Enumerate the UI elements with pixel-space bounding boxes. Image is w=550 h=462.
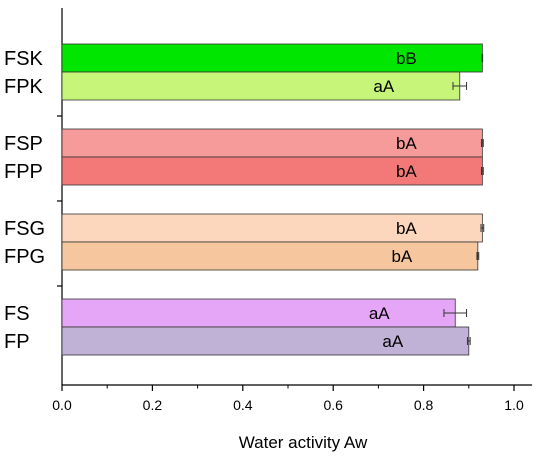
x-tick-label: 0.4 xyxy=(233,397,253,413)
data-label-fpp: bA xyxy=(396,162,417,181)
data-label-fs: aA xyxy=(369,304,390,323)
y-axis xyxy=(57,8,63,385)
data-label-fpg: bA xyxy=(391,247,412,266)
bar-fsg xyxy=(61,213,483,243)
error-bar-fp xyxy=(466,337,471,345)
data-label-fpk: aA xyxy=(373,77,394,96)
error-bar-fpg xyxy=(476,252,480,260)
bar-fpk xyxy=(61,71,461,101)
x-tick-label: 0.6 xyxy=(323,397,343,413)
x-tick-label: 1.0 xyxy=(504,397,524,413)
category-label-fpp: FPP xyxy=(4,161,43,183)
category-label-fsk: FSK xyxy=(4,48,44,70)
data-label-fp: aA xyxy=(382,332,403,351)
bar-fpp xyxy=(61,156,483,186)
error-bar-fsg xyxy=(480,224,485,232)
bar-fsk xyxy=(61,43,483,73)
category-label-fs: FS xyxy=(4,303,30,325)
x-tick-label: 0.0 xyxy=(52,397,72,413)
x-tick-label: 0.2 xyxy=(143,397,163,413)
category-label-fpg: FPG xyxy=(4,246,45,268)
category-label-fsp: FSP xyxy=(4,133,43,155)
x-axis: 0.0 0.2 0.4 0.6 0.8 1.0 xyxy=(52,384,533,413)
bar-fpg xyxy=(61,241,479,271)
error-bar-fpp xyxy=(480,167,484,175)
category-label-fsg: FSG xyxy=(4,218,45,240)
category-label-fpk: FPK xyxy=(4,76,44,98)
error-bar-fs xyxy=(443,309,468,317)
data-label-fsk: bB xyxy=(396,49,417,68)
bar-fp xyxy=(61,326,470,356)
bar-fs xyxy=(61,298,456,328)
data-label-fsp: bA xyxy=(396,134,417,153)
x-tick-label: 0.8 xyxy=(414,397,434,413)
x-axis-title: Water activity Aw xyxy=(239,433,368,452)
category-label-fp: FP xyxy=(4,331,30,353)
data-label-fsg: bA xyxy=(396,219,417,238)
bar-fsp xyxy=(61,128,483,158)
error-bar-fpk xyxy=(452,82,468,90)
bars-layer: FSK bB FPK aA FSP bA FPP bA FSG bA FPG bA FS aA FP aA xyxy=(4,43,485,356)
error-bar-fsp xyxy=(480,139,484,147)
